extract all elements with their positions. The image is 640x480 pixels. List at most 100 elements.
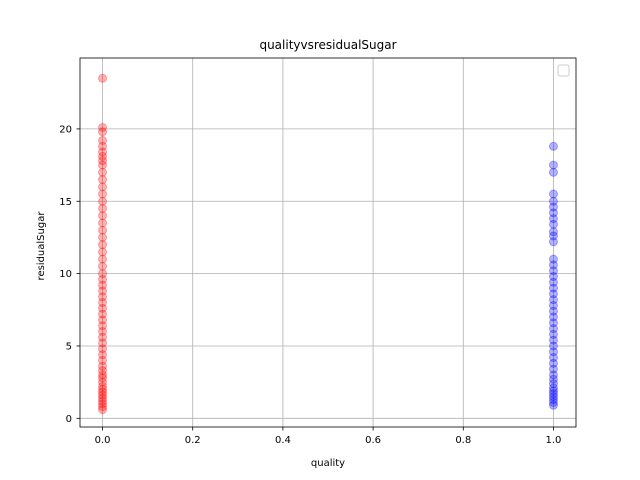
scatter-point — [98, 292, 108, 302]
scatter-point — [548, 208, 558, 218]
scatter-point — [98, 381, 108, 391]
scatter-point — [98, 402, 108, 412]
scatter-point — [98, 373, 108, 383]
x-tick-label: 0.4 — [275, 435, 291, 446]
scatter-point — [98, 218, 108, 228]
scatter-point — [548, 160, 558, 170]
scatter-point — [548, 353, 558, 363]
scatter-point — [98, 303, 108, 313]
scatter-point — [98, 247, 108, 257]
scatter-point — [548, 254, 558, 264]
scatter-point — [548, 374, 558, 384]
scatter-point — [98, 261, 108, 271]
scatter-point — [98, 390, 108, 400]
x-tick-label: 0.8 — [455, 435, 471, 446]
scatter-point — [548, 202, 558, 212]
scatter-point — [548, 227, 558, 237]
scatter-point — [98, 196, 108, 206]
scatter-point — [98, 135, 108, 145]
scatter-point — [98, 387, 108, 397]
scatter-point — [98, 269, 108, 279]
scatter-point — [548, 312, 558, 322]
scatter-point — [548, 266, 558, 276]
scatter-point — [98, 361, 108, 371]
scatter-point — [548, 335, 558, 345]
scatter-point — [548, 383, 558, 393]
scatter-point — [548, 397, 558, 407]
ticks: 0.0 0.2 0.4 0.6 0.8 1.0 0 5 10 15 20 — [59, 124, 561, 446]
x-tick-label: 0.0 — [95, 435, 111, 446]
scatter-point — [98, 338, 108, 348]
scatter-point — [548, 395, 558, 405]
scatter-point — [98, 175, 108, 185]
data-points — [98, 73, 558, 415]
scatter-point — [548, 219, 558, 229]
scatter-point — [548, 283, 558, 293]
scatter-point — [98, 160, 108, 170]
scatter-point — [548, 329, 558, 339]
scatter-point — [98, 309, 108, 319]
y-axis-label: residualSugar — [36, 211, 47, 281]
scatter-point — [98, 203, 108, 213]
scatter-point — [548, 341, 558, 351]
scatter-point — [548, 400, 558, 410]
x-tick-label: 0.6 — [365, 435, 381, 446]
scatter-point — [98, 73, 108, 83]
scatter-point — [98, 182, 108, 192]
scatter-point — [98, 156, 108, 166]
scatter-point — [548, 392, 558, 402]
scatter-point — [98, 151, 108, 161]
grid — [80, 58, 576, 427]
scatter-point — [98, 232, 108, 242]
scatter-point — [548, 358, 558, 368]
scatter-point — [98, 384, 108, 394]
scatter-point — [98, 189, 108, 199]
scatter-point — [548, 289, 558, 299]
y-tick-label: 0 — [66, 414, 72, 425]
scatter-point — [98, 326, 108, 336]
plot-frame — [79, 57, 577, 428]
scatter-point — [548, 214, 558, 224]
scatter-point — [548, 347, 558, 357]
scatter-point — [548, 379, 558, 389]
scatter-point — [548, 272, 558, 282]
x-tick-label: 0.2 — [185, 435, 201, 446]
scatter-point — [548, 389, 558, 399]
scatter-point — [98, 366, 108, 376]
scatter-point — [98, 350, 108, 360]
y-tick-label: 20 — [59, 124, 72, 135]
scatter-point — [98, 127, 108, 137]
scatter-point — [98, 280, 108, 290]
scatter-point — [548, 277, 558, 287]
y-tick-label: 10 — [59, 269, 72, 280]
scatter-point — [98, 211, 108, 221]
scatter-point — [98, 167, 108, 177]
scatter-point — [548, 260, 558, 270]
scatter-point — [98, 141, 108, 151]
scatter-point — [98, 396, 108, 406]
scatter-point — [548, 306, 558, 316]
scatter-point — [548, 141, 558, 151]
legend-box — [557, 64, 570, 77]
scatter-point — [548, 196, 558, 206]
scatter-point — [548, 364, 558, 374]
chart-title: qualityvsresidualSugar — [259, 38, 396, 52]
x-tick-label: 1.0 — [546, 435, 562, 446]
scatter-point — [98, 393, 108, 403]
scatter-point — [548, 318, 558, 328]
scatter-point — [548, 295, 558, 305]
scatter-point — [98, 344, 108, 354]
scatter-point — [98, 240, 108, 250]
y-tick-label: 15 — [59, 197, 72, 208]
scatter-point — [98, 399, 108, 409]
scatter-point — [98, 274, 108, 284]
scatter-point — [98, 405, 108, 415]
x-axis-label: quality — [311, 458, 345, 469]
scatter-point — [548, 189, 558, 199]
scatter-point — [98, 286, 108, 296]
scatter-point — [98, 377, 108, 387]
scatter-point — [98, 298, 108, 308]
scatter-point — [98, 321, 108, 331]
